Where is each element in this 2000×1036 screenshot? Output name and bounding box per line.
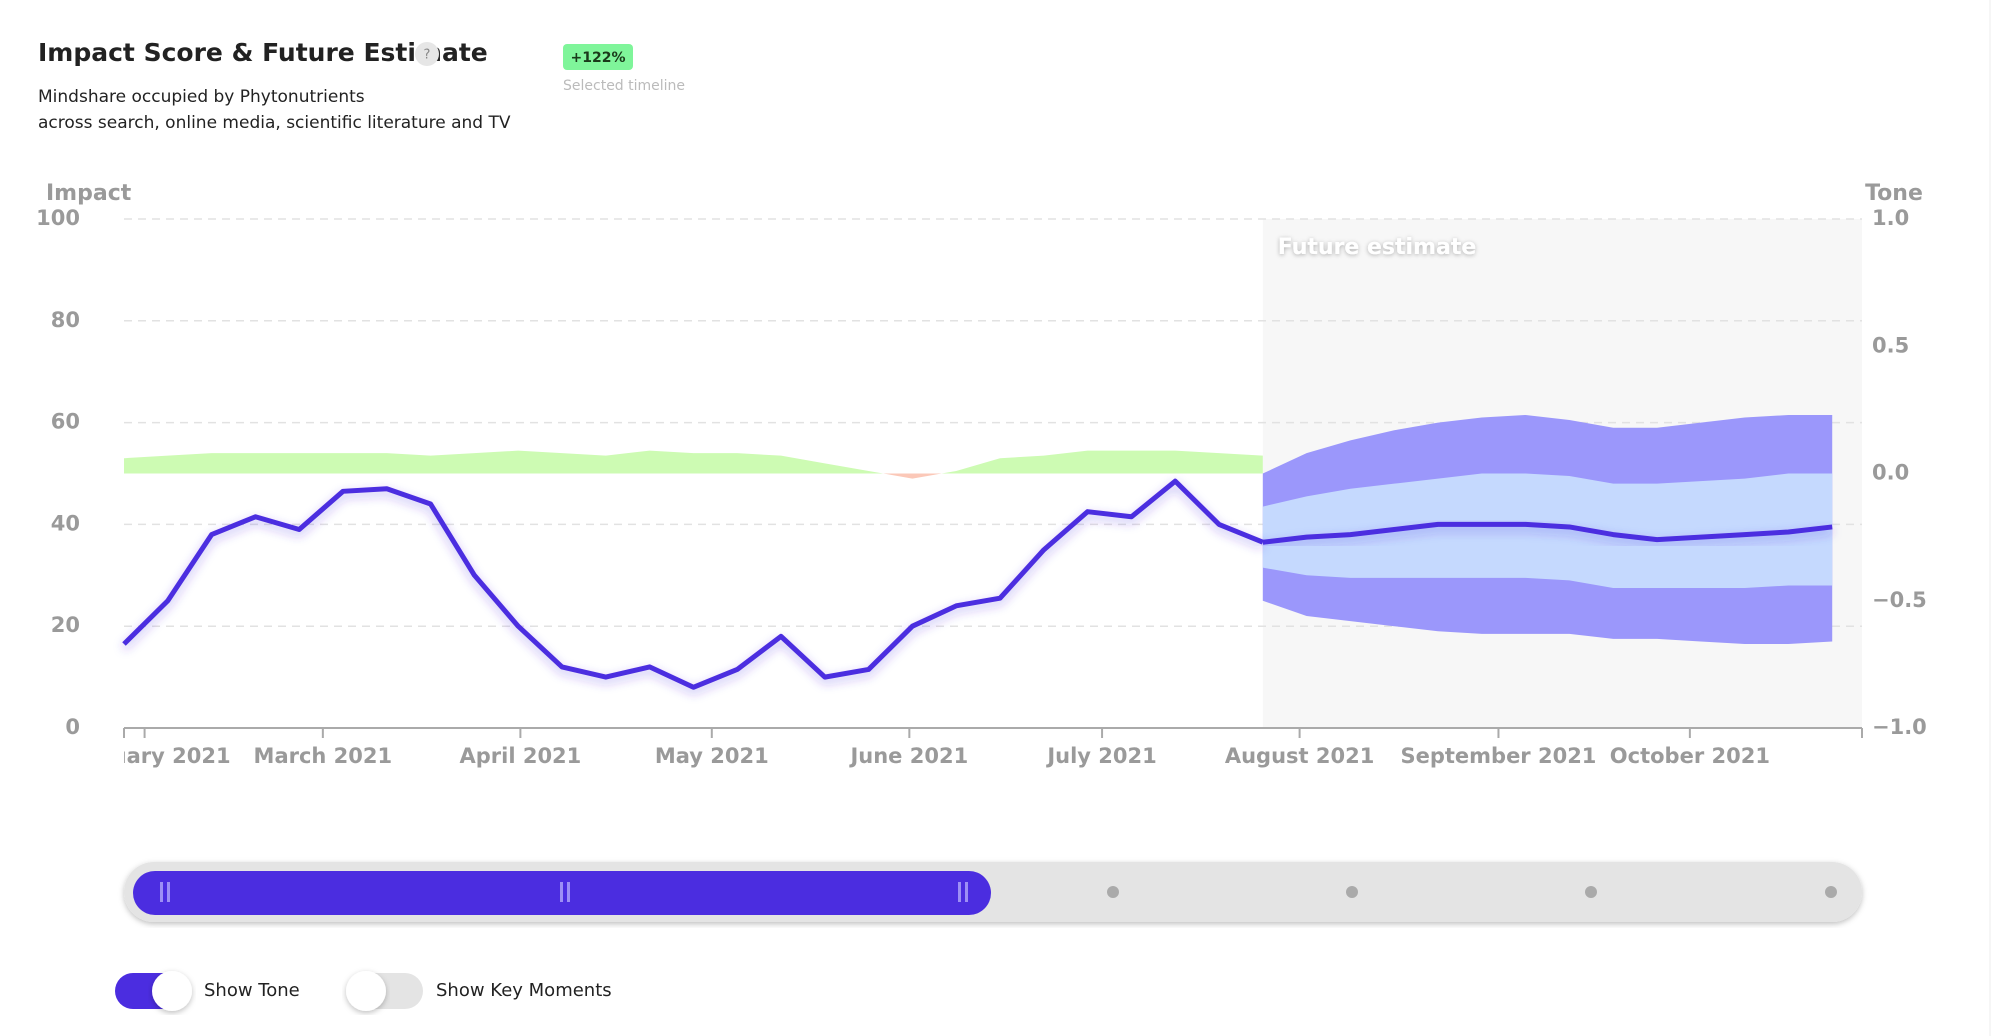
badge-caption: Selected timeline [563, 78, 685, 94]
toggle-label: Show Tone [204, 980, 300, 1001]
x-tick-label: September 2021 [1400, 744, 1596, 768]
toggle-knob [152, 971, 192, 1011]
x-tick-label: March 2021 [254, 744, 393, 768]
badge [563, 44, 633, 70]
y-tick-label: 60 [51, 410, 80, 434]
subtitle: across search, online media, scientific … [38, 113, 511, 133]
badge-text: +122% [571, 50, 626, 66]
y2-tick-label: −1.0 [1872, 715, 1927, 739]
x-tick-label: July 2021 [1045, 744, 1156, 768]
x-tick-label: October 2021 [1610, 744, 1770, 768]
forecast-band [1262, 473, 1833, 589]
impact-line [122, 478, 1264, 690]
y-tick-label: 100 [36, 206, 80, 230]
y2-tick-label: −0.5 [1872, 588, 1927, 612]
y-tick-label: 20 [51, 613, 80, 637]
x-tick-label: February 2021 [59, 744, 231, 768]
y-tick-label: 80 [51, 308, 80, 332]
y2-tick-label: 1.0 [1872, 206, 1909, 230]
future-label: Future estimate [1278, 235, 1476, 260]
y-tick-label: 40 [51, 511, 80, 535]
y-axis-label: Impact [46, 181, 132, 206]
help-text: ? [424, 48, 431, 63]
x-tick-label: August 2021 [1225, 744, 1374, 768]
x-tick-label: June 2021 [848, 744, 968, 768]
y2-axis-label: Tone [1865, 181, 1923, 206]
help-icon[interactable] [415, 42, 439, 66]
x-tick-label: April 2021 [459, 744, 581, 768]
y2-tick-label: 0.0 [1872, 461, 1909, 485]
subtitle: Mindshare occupied by Phytonutrients [38, 87, 365, 107]
x-tick-labels: February 2021 March 2021 April 2021 May 202… [59, 744, 1770, 768]
tone-area [124, 450, 1263, 474]
toggle-label: Show Key Moments [436, 980, 612, 1001]
x-tick-label: May 2021 [655, 744, 769, 768]
y-tick-label: 0 [65, 715, 80, 739]
y2-tick-label: 0.5 [1872, 333, 1909, 357]
slider-handles [160, 882, 968, 902]
title: Impact Score & Future Estimate [38, 38, 488, 67]
impact-line [1262, 521, 1833, 545]
toggle-knob [346, 971, 386, 1011]
slider-dots [1107, 886, 1837, 898]
